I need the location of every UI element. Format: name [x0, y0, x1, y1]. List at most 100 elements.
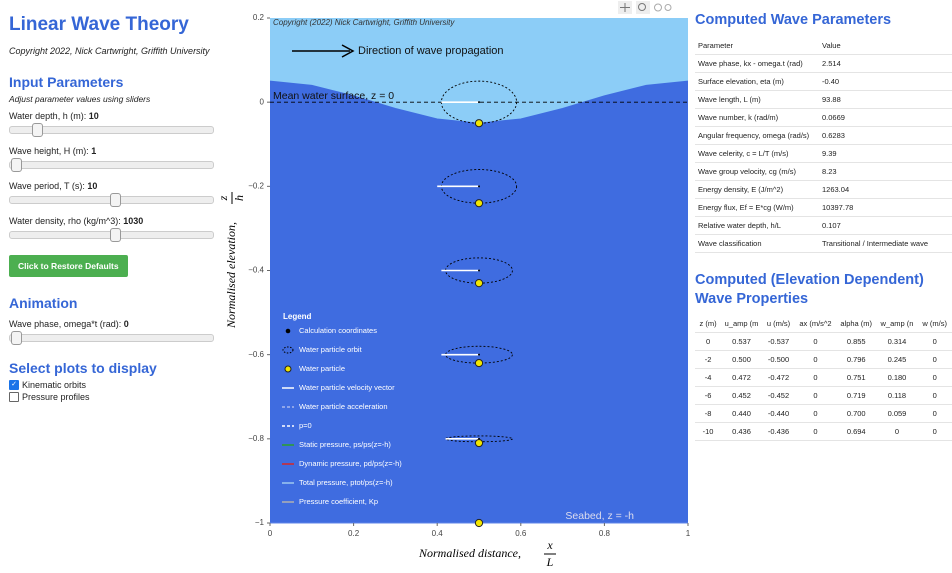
row: Surface elevation, eta (m) -0.40	[695, 72, 952, 91]
water-particle	[474, 438, 484, 448]
slider-thumb[interactable]	[32, 123, 43, 137]
section-heading: Input Parameters	[9, 74, 124, 90]
slider[interactable]	[9, 228, 214, 242]
calc-coordinate	[478, 269, 480, 272]
value: 1	[91, 146, 97, 156]
y-tick-label: −0.2	[248, 181, 264, 190]
cell: Angular frequency, omega (rad/s)	[695, 126, 819, 145]
sky	[270, 18, 688, 124]
x-axis-label: x	[546, 538, 553, 552]
legend-label: Water particle	[299, 364, 345, 373]
calc-coordinate	[478, 101, 480, 104]
row: Wave classification Transitional / Interm…	[695, 234, 952, 253]
cell: 0.6283	[819, 126, 952, 145]
cell: 1263.04	[819, 180, 952, 199]
header-cell: ax (m/s^2	[795, 315, 836, 333]
slider[interactable]	[9, 158, 214, 172]
legend-label: Water particle acceleration	[299, 402, 388, 411]
cell: -0.436	[761, 422, 796, 441]
cell: Relative water depth, h/L	[695, 216, 819, 235]
row: Wave group velocity, cg (m/s) 8.23	[695, 162, 952, 181]
header-cell: z (m)	[695, 315, 722, 333]
y-tick-label: −0.8	[248, 434, 264, 443]
label: Water density, rho (kg/m^3):	[9, 216, 124, 226]
orbit	[445, 345, 513, 364]
save-icon	[664, 4, 672, 11]
water-particle	[474, 199, 484, 208]
elevation-table: z (m) u_amp (m u (m/s) ax (m/s^2 alpha (m) w_…	[695, 315, 952, 441]
checkbox-row[interactable]: Pressure profiles	[9, 392, 219, 402]
y-tick-label: −0.6	[248, 350, 264, 359]
cell: Wave length, L (m)	[695, 90, 819, 109]
row: Wave phase, kx - omega.t (rad) 2.514	[695, 54, 952, 73]
section-heading: Select plots to display	[9, 360, 157, 376]
calc-coordinate	[478, 185, 480, 188]
cell: 0.118	[876, 386, 918, 405]
slider-group: Water depth, h (m): 10 Wave height, H (m)…	[9, 111, 219, 242]
cell: 0.751	[835, 368, 877, 387]
section-heading: Animation	[9, 295, 78, 311]
cell: 0	[795, 404, 836, 423]
toolbar[interactable]	[618, 1, 672, 14]
checkbox-row[interactable]: ✓ Kinematic orbits	[9, 380, 219, 390]
slider-thumb[interactable]	[11, 158, 22, 172]
annotation: Seabed, z = -h	[565, 510, 634, 522]
checkbox[interactable]	[9, 392, 19, 402]
cell: 0.180	[876, 368, 918, 387]
legend-label: Calculation coordinates	[299, 326, 377, 335]
cell: 0.719	[835, 386, 877, 405]
app-title: Linear Wave Theory	[9, 14, 189, 35]
arrow-head	[341, 44, 355, 58]
label: Wave phase, omega*t (rad):	[9, 319, 124, 329]
label: Water depth, h (m):	[9, 111, 89, 121]
cell: 0.107	[819, 216, 952, 235]
cell: -8	[695, 404, 722, 423]
legend-title: Legend	[283, 312, 312, 321]
slider-thumb[interactable]	[110, 193, 121, 207]
cell: Wave group velocity, cg (m/s)	[695, 162, 819, 181]
cell: Energy density, E (J/m^2)	[695, 180, 819, 199]
slider-thumb[interactable]	[110, 228, 121, 242]
pan-icon	[620, 3, 630, 12]
cell: -0.500	[761, 350, 796, 369]
slider[interactable]	[9, 123, 214, 137]
cell: Surface elevation, eta (m)	[695, 72, 819, 91]
cell: 0	[795, 332, 836, 351]
cell: -0.537	[761, 332, 796, 351]
row: Angular frequency, omega (rad/s) 0.6283	[695, 126, 952, 145]
cell: Transitional / Intermediate wave	[819, 234, 952, 253]
restore-button[interactable]: Click to Restore Defaults	[9, 255, 128, 277]
checkbox[interactable]: ✓	[9, 380, 19, 390]
header-cell: Parameter	[695, 37, 819, 55]
value: 10	[87, 181, 98, 191]
cell: 0	[917, 404, 952, 423]
row: -4 0.472 -0.472 0 0.751 0.180 0	[695, 368, 952, 387]
y-tick-label: −1	[255, 518, 265, 527]
cell: 0	[917, 332, 952, 351]
cell: Wave classification	[695, 234, 819, 253]
water-particle	[474, 518, 484, 528]
calc-coordinate	[478, 353, 480, 356]
header-cell: w (m/s)	[917, 315, 952, 333]
header-cell: alpha (m)	[835, 315, 877, 333]
water-particle	[474, 279, 484, 288]
x-tick-label: 0.4	[432, 529, 444, 538]
cell: 0	[917, 386, 952, 405]
cell: 0	[917, 368, 952, 387]
legend-swatch	[285, 328, 291, 334]
cell: 0	[695, 332, 722, 351]
row: Energy density, E (J/m^2) 1263.04	[695, 180, 952, 199]
slider-thumb[interactable]	[11, 331, 22, 345]
cell: -6	[695, 386, 722, 405]
cell: 0.537	[721, 332, 762, 351]
cell: -0.452	[761, 386, 796, 405]
y-tick-label: 0	[260, 97, 265, 106]
slider[interactable]	[9, 331, 214, 345]
chart: Copyright (2022) Nick Cartwright, Griffi…	[220, 1, 690, 569]
slider[interactable]	[9, 193, 214, 207]
annotation: Copyright (2022) Nick Cartwright, Griffi…	[273, 18, 455, 27]
x-tick-label: 0	[268, 529, 273, 538]
params-table: Parameter Value Wave phase, kx - omega.t (…	[695, 37, 952, 253]
cell: 0.440	[721, 404, 762, 423]
